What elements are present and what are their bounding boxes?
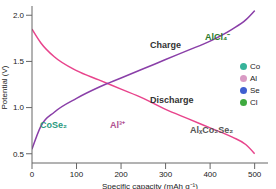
html-text:Charge: Charge — [150, 40, 181, 50]
svg-text:0: 0 — [30, 170, 35, 179]
html-text:Se: Se — [250, 85, 260, 95]
svg-text:2.0: 2.0 — [13, 11, 25, 20]
svg-text:1.5: 1.5 — [13, 57, 25, 66]
svg-text:200: 200 — [114, 170, 128, 179]
svg-text:0.5: 0.5 — [13, 150, 25, 159]
svg-text:Specific capacity (mAh g⁻¹): Specific capacity (mAh g⁻¹) — [102, 182, 198, 189]
svg-text:400: 400 — [203, 170, 217, 179]
html-text:Co: Co — [250, 61, 261, 71]
html-text:Al: Al — [250, 73, 258, 83]
html-text:AlₓCo₂Se₂: AlₓCo₂Se₂ — [190, 125, 234, 135]
html-text:Al³⁺: Al³⁺ — [110, 120, 125, 130]
svg-text:100: 100 — [70, 170, 84, 179]
html-text:Discharge: Discharge — [150, 95, 194, 105]
html-text:AlCl₄⁻: AlCl₄⁻ — [205, 32, 231, 42]
svg-text:500: 500 — [248, 170, 262, 179]
svg-text:300: 300 — [159, 170, 173, 179]
svg-text:Potential (V): Potential (V) — [8, 65, 9, 109]
html-text:CoSe₂: CoSe₂ — [40, 120, 67, 130]
html-text:Cl: Cl — [250, 97, 258, 107]
svg-text:1.0: 1.0 — [13, 103, 25, 112]
